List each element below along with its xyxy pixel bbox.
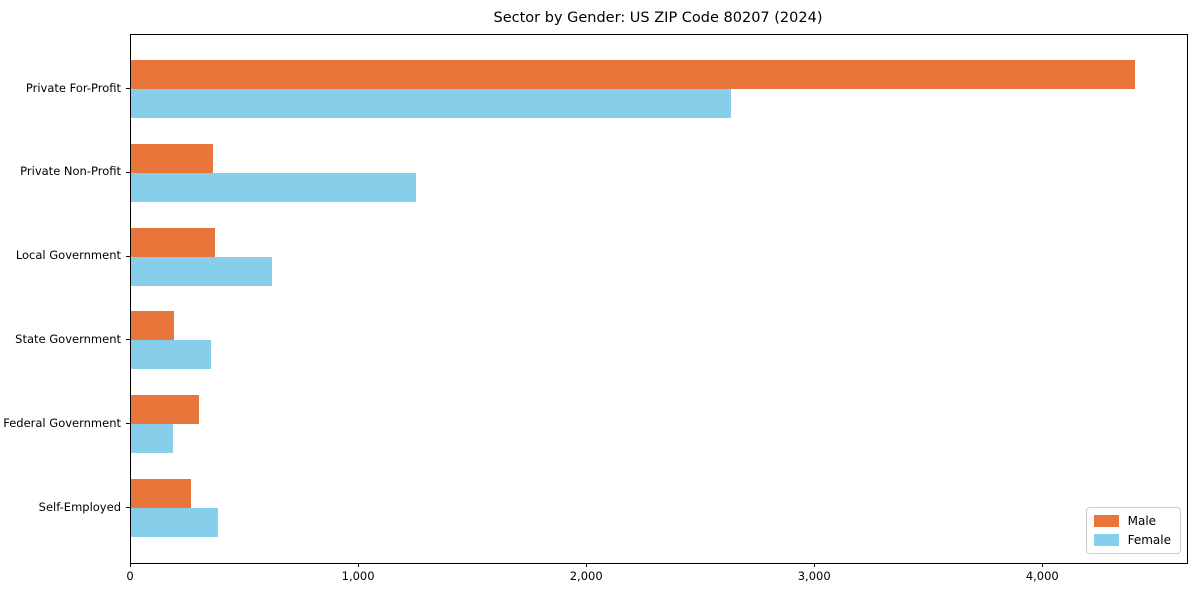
x-tick-mark [358,563,360,567]
bar-male-local-government [131,227,216,257]
bar-female-private-non-profit [131,172,417,202]
bar-female-local-government [131,256,273,286]
y-tick-mark [126,507,130,508]
bar-male-federal-government [131,395,200,425]
x-tick-mark [1042,563,1044,567]
x-tick-label-4000: 4,000 [1025,569,1059,583]
y-tick-label-state-government: State Government [15,331,121,346]
legend-swatch-male [1093,515,1119,527]
y-tick-mark [126,88,130,89]
y-tick-label-private-non-profit: Private Non-Profit [20,164,121,179]
y-tick-mark [126,423,130,425]
y-tick-label-private-for-profit: Private For-Profit [25,80,121,95]
x-tick-label-3000: 3,000 [797,569,831,583]
bar-female-self-employed [131,508,218,537]
legend-label-female: Female [1127,533,1171,547]
y-tick-label-self-employed: Self-Employed [38,499,121,514]
legend-swatch-female [1093,534,1119,546]
x-tick-label-0: 0 [126,569,134,583]
y-tick-mark [126,171,130,173]
bar-female-private-for-profit [131,89,731,118]
y-tick-mark [126,339,130,341]
y-tick-label-local-government: Local Government [15,248,121,263]
x-tick-mark [586,563,588,567]
legend-label-male: Male [1127,514,1157,528]
bar-female-state-government [131,340,211,370]
x-tick-label-1000: 1,000 [341,569,375,583]
x-tick-label-2000: 2,000 [569,569,603,583]
legend-item-female: Female [1093,533,1171,547]
legend-item-male: Male [1093,514,1171,528]
bar-male-private-for-profit [131,60,1135,89]
bar-male-self-employed [131,479,192,508]
bar-male-state-government [131,311,175,341]
bar-female-federal-government [131,424,174,454]
chart-title: Sector by Gender: US ZIP Code 80207 (202… [493,10,823,26]
legend: Male Female [1085,507,1181,554]
plot-area: Male Female [130,34,1188,564]
x-tick-mark [130,563,131,567]
bar-male-private-non-profit [131,143,214,173]
y-tick-label-federal-government: Federal Government [3,415,121,430]
x-tick-mark [814,563,816,567]
y-tick-mark [126,255,130,257]
